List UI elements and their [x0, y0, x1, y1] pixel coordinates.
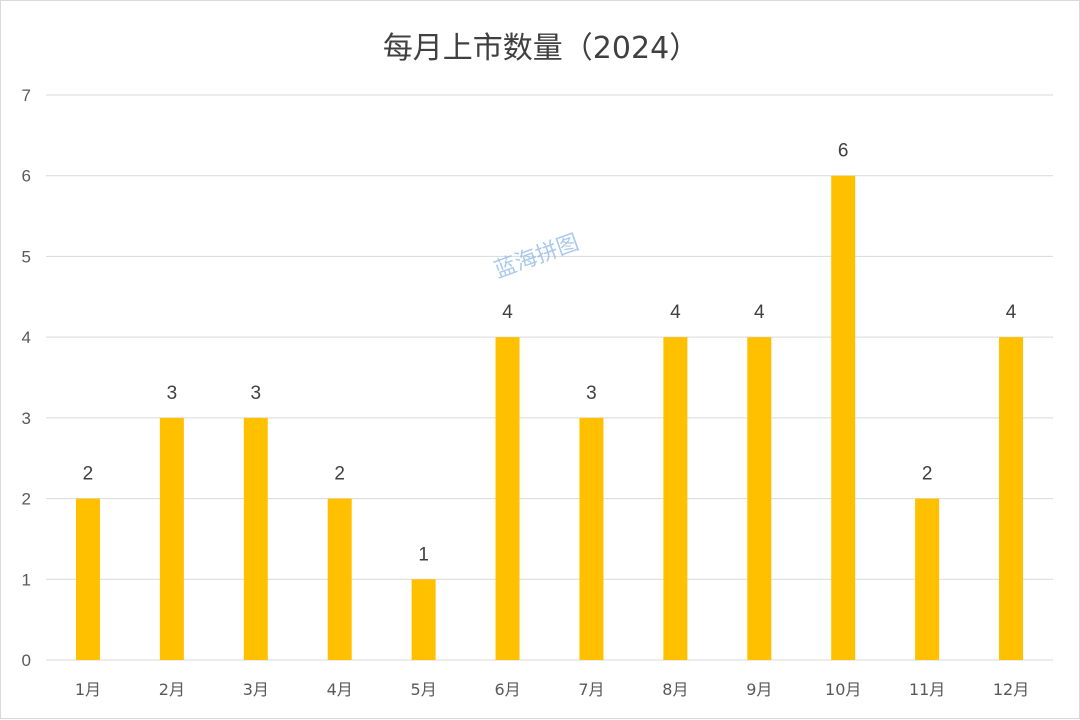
bar: [747, 337, 772, 660]
x-tick-label: 5月: [411, 680, 437, 699]
data-label: 4: [502, 302, 513, 323]
chart-title: 每月上市数量（2024）: [383, 31, 699, 66]
bar: [411, 579, 436, 660]
x-axis-ticks: 1月 2月 3月 4月 5月 6月 7月 8月 9月 10月 11月 12月: [75, 680, 1029, 699]
x-tick-label: 4月: [327, 680, 353, 699]
x-tick-label: 9月: [746, 680, 772, 699]
x-tick-label: 12月: [993, 680, 1029, 699]
data-label: 1: [418, 544, 429, 565]
y-tick-label: 6: [22, 167, 31, 186]
bar: [663, 337, 688, 660]
y-tick-label: 5: [22, 247, 31, 266]
y-tick-label: 0: [22, 651, 31, 670]
data-label: 2: [83, 464, 94, 485]
grid-lines: [46, 94, 1053, 661]
y-axis-ticks: 0 1 2 3 4 5 6 7: [22, 86, 31, 670]
data-label: 6: [838, 141, 849, 162]
data-labels: 2 3 3 2 1 4 3 4 4 6 2 4: [83, 141, 1017, 566]
y-tick-label: 7: [22, 86, 31, 105]
y-tick-label: 1: [22, 570, 31, 589]
x-tick-label: 1月: [75, 680, 101, 699]
data-label: 2: [334, 464, 345, 485]
x-tick-label: 6月: [494, 680, 520, 699]
data-label: 4: [670, 302, 681, 323]
x-tick-label: 3月: [243, 680, 269, 699]
bar: [327, 498, 352, 660]
data-label: 3: [586, 383, 597, 404]
watermark: 蓝海拼图: [491, 230, 582, 284]
bar: [159, 417, 184, 660]
data-label: 3: [167, 383, 178, 404]
y-tick-label: 4: [22, 328, 31, 347]
bars: [75, 175, 1024, 660]
y-tick-label: 3: [22, 409, 31, 428]
bar: [915, 498, 940, 660]
data-label: 3: [251, 383, 262, 404]
x-tick-label: 2月: [159, 680, 185, 699]
y-tick-label: 2: [22, 490, 31, 509]
x-tick-label: 8月: [662, 680, 688, 699]
bar: [579, 417, 604, 660]
x-tick-label: 11月: [909, 680, 945, 699]
data-label: 4: [754, 302, 765, 323]
bar: [999, 337, 1024, 660]
bar: [243, 417, 268, 660]
x-tick-label: 7月: [578, 680, 604, 699]
data-label: 4: [1006, 302, 1017, 323]
data-label: 2: [922, 464, 933, 485]
bar: [495, 337, 520, 660]
bar: [831, 175, 856, 660]
bar: [75, 498, 100, 660]
x-tick-label: 10月: [825, 680, 861, 699]
